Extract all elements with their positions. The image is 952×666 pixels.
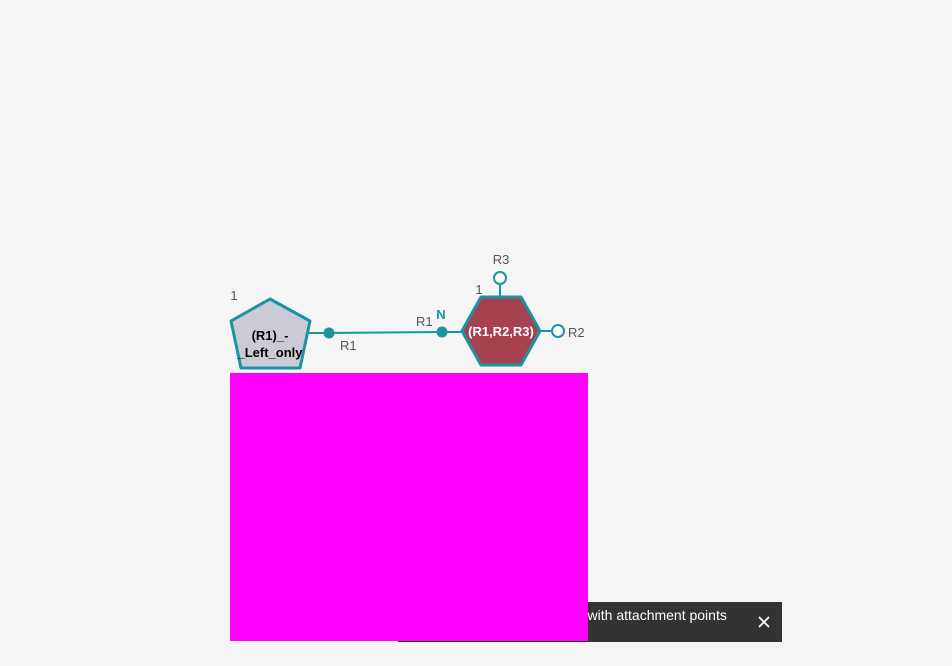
monomer-right-ap-r3-label: R3 [493, 252, 510, 267]
close-icon[interactable] [752, 610, 776, 634]
monomer-left-ap-r1-label: R1 [340, 338, 357, 353]
monomer-right-ap-r1-dot[interactable] [436, 326, 448, 338]
monomer-right-shape[interactable] [460, 295, 542, 367]
monomer-right-ap-r2-label: R2 [568, 325, 585, 340]
toast-message: rs with attachment points [572, 607, 727, 623]
monomer-right-terminal-label: N [436, 307, 445, 322]
monomer-right[interactable]: 1 (R1,R2,R3) N R1 R2 R3 [416, 252, 585, 367]
occluding-block [230, 373, 588, 641]
monomer-left-label-line1: (R1)_- [252, 328, 289, 343]
bond-line[interactable] [328, 331, 443, 334]
monomer-right-ap-r3-ring[interactable] [493, 271, 507, 285]
monomer-right-index: 1 [475, 282, 482, 297]
monomer-left[interactable]: 1 (R1)_- _Left_only R1 [229, 288, 357, 370]
monomer-right-label: (R1,R2,R3) [468, 324, 534, 339]
monomer-left-label-line2: _Left_only [236, 345, 303, 360]
monomer-left-ap-r1-dot[interactable] [323, 327, 335, 339]
monomer-left-shape[interactable] [229, 297, 312, 370]
monomer-left-index: 1 [230, 288, 237, 303]
monomer-right-ap-r2-ring[interactable] [551, 324, 565, 338]
monomer-right-ap-r1-label: R1 [416, 314, 433, 329]
